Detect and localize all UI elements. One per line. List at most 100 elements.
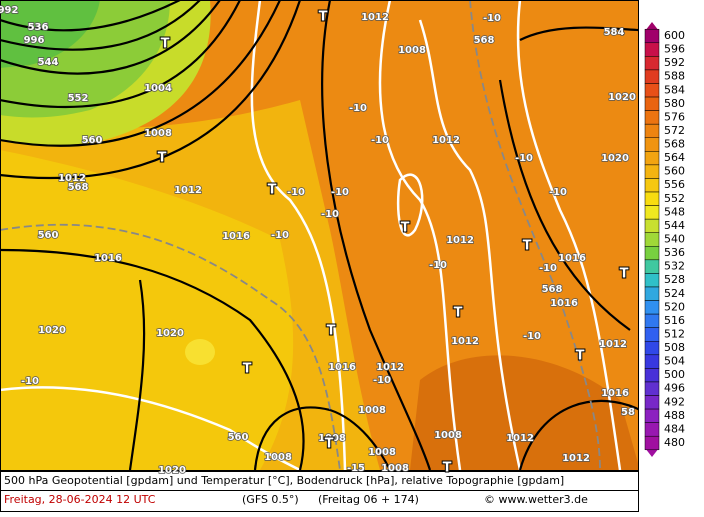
legend-label: 532 [664,260,685,273]
warm-region [1,150,294,470]
map-label: -10 [549,187,567,198]
legend-swatch [644,273,660,288]
footer-run: (Freitag 06 + 174) [318,493,419,506]
legend-swatch [644,341,660,356]
legend-label: 528 [664,273,685,286]
map-label: -10 [331,187,349,198]
map-label: 560 [228,432,249,443]
legend-label: 580 [664,97,685,110]
legend-swatch [644,435,660,451]
thickness-lines [1,1,601,470]
legend-label: 500 [664,368,685,381]
map-label: 1012 [562,453,590,464]
isobars [1,1,638,470]
map-label: 1016 [550,298,578,309]
map-label: 568 [68,182,89,193]
map-label: -10 [483,13,501,24]
legend-label: 552 [664,192,685,205]
map-label: 584 [604,27,625,38]
map-label: 1008 [381,463,409,474]
map-label: -10 [371,135,389,146]
legend-label: 564 [664,151,685,164]
legend-swatch [644,123,660,139]
legend-swatch [644,300,660,315]
map-label: 568 [542,284,563,295]
hot-region [410,355,638,470]
legend-swatch [644,164,660,179]
legend-label: 496 [664,382,685,395]
pressure-center: T [158,151,167,166]
legend-swatch [644,246,660,261]
pressure-center: T [454,306,463,321]
legend-swatch [644,96,660,111]
map-label: 1016 [601,388,629,399]
pressure-center: T [161,37,170,52]
legend-label: 492 [664,395,685,408]
legend-swatch [644,381,660,396]
legend-swatch [644,327,660,342]
legend-swatch [644,28,660,44]
legend-label: 536 [664,246,685,259]
map-label: 58 [621,407,635,418]
legend-label: 504 [664,355,685,368]
legend-arrow [645,22,659,31]
map-label: 1008 [368,447,396,458]
legend-swatch [644,286,660,301]
legend-label: 512 [664,327,685,340]
pressure-center: T [443,461,452,476]
footer-credit: © www.wetter3.de [484,493,588,506]
map-label: -10 [429,260,447,271]
legend-swatch [644,83,660,98]
legend-swatch [644,151,660,166]
map-label: 1008 [264,452,292,463]
isotherms [1,1,622,470]
map-label: 1008 [318,433,346,444]
map-label: 1020 [601,153,629,164]
legend-label: 584 [664,83,685,96]
map-label: -10 [523,331,541,342]
legend-arrow [645,448,659,457]
legend-label: 556 [664,178,685,191]
map-label: 552 [68,93,89,104]
map-label: 992 [0,5,18,16]
map-label: -10 [373,375,391,386]
pressure-center: T [576,349,585,364]
legend-swatch [644,137,660,152]
map-label: -10 [349,103,367,114]
legend-label: 484 [664,422,685,435]
map [1,1,638,470]
map-label: 1016 [558,253,586,264]
footer-model: (GFS 0.5°) [242,493,299,506]
legend-swatch [644,368,660,383]
legend-swatch [644,218,660,233]
map-label: 1012 [361,12,389,23]
map-label: 536 [28,22,49,33]
map-label: 1016 [222,231,250,242]
legend-label: 588 [664,70,685,83]
map-label: 1020 [38,325,66,336]
cold-region [1,1,100,68]
pressure-center: T [268,183,277,198]
map-label: 1016 [94,253,122,264]
legend-label: 568 [664,138,685,151]
pressure-center: T [401,221,410,236]
legend-swatch [644,42,660,57]
map-label: 1012 [58,173,86,184]
legend-label: 540 [664,233,685,246]
legend-label: 488 [664,409,685,422]
map-label: 996 [24,35,45,46]
legend-swatch [644,408,660,423]
legend-swatch [644,110,660,125]
legend-label: 572 [664,124,685,137]
map-label: -10 [321,209,339,220]
map-label: 1012 [506,433,534,444]
map-label: -10 [21,376,39,387]
map-label: -15 [347,463,365,474]
map-label: -10 [539,263,557,274]
map-label: 1020 [158,465,186,476]
pressure-center: T [319,10,328,25]
map-label: 1008 [434,430,462,441]
map-label: 1012 [451,336,479,347]
legend-swatch [644,259,660,274]
map-label: 1008 [398,45,426,56]
